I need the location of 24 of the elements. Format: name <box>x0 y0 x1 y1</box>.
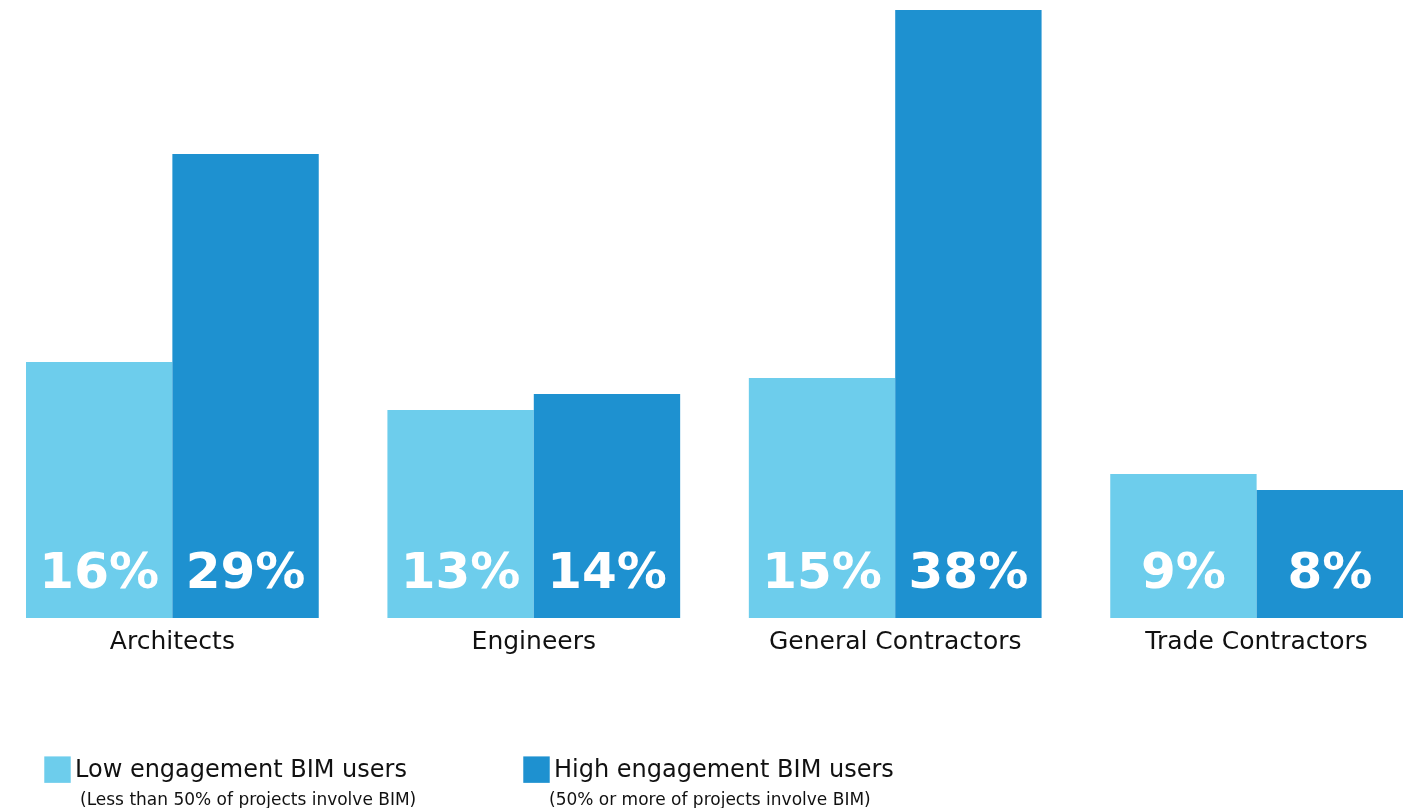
bar <box>26 362 173 618</box>
text: (Less than 50% of projects involve BIM) <box>80 789 417 809</box>
bar <box>172 154 319 618</box>
x-tick-label: Trade Contractors <box>1144 625 1368 655</box>
x-tick-label: Engineers <box>471 625 596 655</box>
legend-label: Low engagement BIM users <box>75 754 407 783</box>
bar <box>895 10 1042 618</box>
legend-label: High engagement BIM users <box>554 754 894 783</box>
data-label: 38% <box>908 542 1029 600</box>
data-label: 9% <box>1140 542 1226 600</box>
x-tick-label: General Contractors <box>768 625 1022 655</box>
bar <box>1256 490 1403 618</box>
x-tick-label: Architects <box>109 625 235 655</box>
data-label: 15% <box>762 542 882 600</box>
data-label: 14% <box>547 542 667 600</box>
bar <box>387 410 534 618</box>
data-label: 29% <box>185 542 306 600</box>
data-label: 8% <box>1287 542 1373 600</box>
bar <box>748 378 896 618</box>
bar <box>533 394 681 618</box>
bar <box>1110 474 1257 618</box>
data-label: 16% <box>39 542 160 600</box>
data-label: 13% <box>400 542 521 600</box>
text: (50% or more of projects involve BIM) <box>549 789 871 809</box>
